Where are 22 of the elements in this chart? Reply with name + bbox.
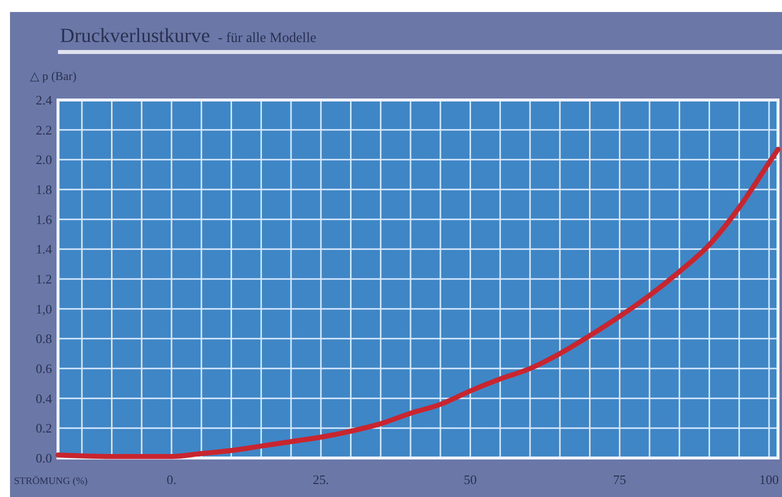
x-tick-label: 75 <box>613 472 626 487</box>
y-tick-label: 1.4 <box>36 242 52 257</box>
y-tick-label: 0.8 <box>36 331 52 346</box>
y-tick-label: 2.2 <box>36 122 52 138</box>
x-tick-label: 50 <box>464 472 477 487</box>
x-axis-title: STRÖMUNG (%) <box>14 475 88 487</box>
y-tick-label: 1,0 <box>36 301 52 316</box>
x-tick-label: 100 <box>759 472 779 487</box>
chart-title: Druckverlustkurve <box>60 25 210 47</box>
y-tick-label: 1.6 <box>36 212 52 227</box>
y-tick-label: 0.4 <box>36 390 52 406</box>
y-axis-title: △ p (Bar) <box>30 69 77 83</box>
y-tick-label: 2.4 <box>36 92 52 108</box>
chart-subtitle: - für alle Modelle <box>218 31 316 46</box>
y-tick-label: 1.2 <box>36 272 52 287</box>
y-tick-label: 0.6 <box>36 361 52 376</box>
y-tick-label: 2.0 <box>36 152 52 168</box>
x-tick-label: 25. <box>312 472 330 487</box>
x-tick-label: 0. <box>166 472 176 487</box>
y-tick-label: 0.2 <box>36 420 52 436</box>
y-tick-label: 1.8 <box>36 182 52 198</box>
y-tick-label: 0.0 <box>36 450 52 466</box>
